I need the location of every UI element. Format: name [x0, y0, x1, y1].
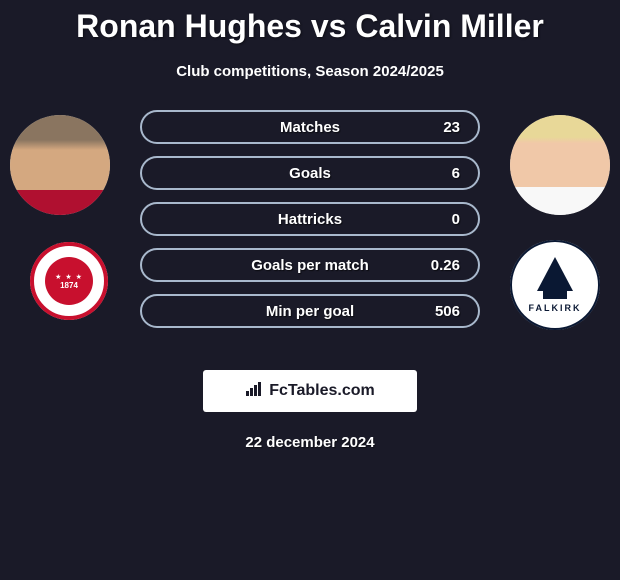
stat-row: Hattricks 0 — [140, 202, 480, 236]
stat-label: Matches — [220, 119, 400, 136]
falkirk-base — [543, 289, 567, 299]
hamilton-year: 1874 — [60, 281, 78, 290]
comparison-area: ★ ★ ★ 1874 FALKIRK Matches 23 Goals 6 Ha… — [0, 110, 620, 340]
subtitle: Club competitions, Season 2024/2025 — [0, 63, 620, 80]
falkirk-text: FALKIRK — [529, 303, 582, 313]
hamilton-ring: ★ ★ ★ 1874 — [30, 242, 108, 320]
branding-box: FcTables.com — [203, 370, 417, 412]
stat-right-value: 506 — [400, 303, 460, 320]
branding-logo: FcTables.com — [245, 381, 375, 402]
stat-label: Goals — [220, 165, 400, 182]
stat-right-value: 23 — [400, 119, 460, 136]
branding-text: FcTables.com — [269, 382, 375, 400]
stat-right-value: 0.26 — [400, 257, 460, 274]
page-title: Ronan Hughes vs Calvin Miller — [0, 0, 620, 45]
player1-avatar — [10, 115, 110, 215]
date-text: 22 december 2024 — [0, 434, 620, 451]
hamilton-stars: ★ ★ ★ — [55, 273, 83, 281]
player2-face — [510, 115, 610, 215]
stat-row: Matches 23 — [140, 110, 480, 144]
stat-right-value: 6 — [400, 165, 460, 182]
stat-row: Goals 6 — [140, 156, 480, 190]
player1-face — [10, 115, 110, 215]
falkirk-steeple-icon — [537, 257, 573, 291]
stat-label: Hattricks — [220, 211, 400, 228]
falkirk-badge: FALKIRK — [510, 240, 600, 330]
chart-icon — [245, 381, 265, 402]
stat-label: Goals per match — [220, 257, 400, 274]
stat-right-value: 0 — [400, 211, 460, 228]
stat-row: Goals per match 0.26 — [140, 248, 480, 282]
club2-badge: FALKIRK — [510, 240, 600, 330]
player2-avatar — [510, 115, 610, 215]
stat-label: Min per goal — [220, 303, 400, 320]
club1-badge: ★ ★ ★ 1874 — [30, 242, 108, 320]
stat-row: Min per goal 506 — [140, 294, 480, 328]
stats-list: Matches 23 Goals 6 Hattricks 0 Goals per… — [140, 110, 480, 340]
hamilton-inner: ★ ★ ★ 1874 — [45, 257, 93, 305]
